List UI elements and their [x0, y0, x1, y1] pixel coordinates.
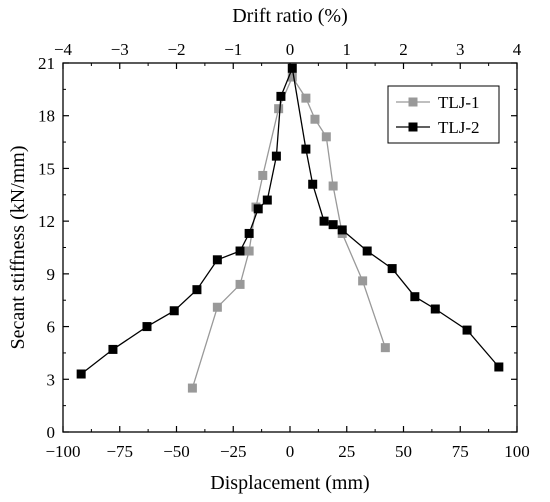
data-point-tlj-2-10 [271, 151, 281, 161]
x2-tick-label-4: 0 [286, 40, 295, 59]
data-point-tlj-1-2 [235, 279, 245, 289]
x2-axis-ticks: −4 −3 −2 −1 0 1 2 3 4 [54, 40, 522, 69]
y-tick-label-2: 6 [47, 318, 56, 337]
data-point-tlj-1-13 [358, 276, 368, 286]
x2-tick-label-3: −1 [224, 40, 242, 59]
data-point-tlj-2-8 [253, 204, 263, 214]
data-point-tlj-1-10 [321, 132, 331, 142]
data-point-tlj-2-12 [287, 63, 297, 73]
data-point-tlj-2-23 [494, 362, 504, 372]
data-point-tlj-2-0 [76, 369, 86, 379]
data-point-tlj-2-3 [169, 306, 179, 316]
legend: TLJ-1 TLJ-2 [387, 85, 500, 144]
x-tick-label-3: −25 [220, 442, 247, 461]
data-point-tlj-2-19 [387, 264, 397, 274]
x2-tick-label-8: 4 [513, 40, 522, 59]
y-tick-label-5: 15 [38, 159, 55, 178]
series-layer [76, 63, 504, 393]
data-point-tlj-2-2 [142, 322, 152, 332]
data-point-tlj-2-5 [212, 255, 222, 265]
x2-tick-label-0: −4 [54, 40, 73, 59]
data-point-tlj-2-6 [235, 246, 245, 256]
x-tick-label-7: 75 [452, 442, 469, 461]
data-point-tlj-1-14 [380, 343, 390, 353]
data-point-tlj-2-18 [362, 246, 372, 256]
legend-marker-tlj-1 [408, 97, 418, 107]
data-point-tlj-2-7 [244, 228, 254, 238]
data-point-tlj-1-7 [287, 72, 297, 82]
series-line-tlj-1 [191, 75, 386, 389]
y-tick-label-7: 21 [38, 54, 55, 73]
y-axis-ticks: 0 3 6 9 12 15 18 21 [38, 54, 517, 442]
data-point-tlj-1-9 [310, 114, 320, 124]
legend-label-tlj-2: TLJ-2 [438, 118, 480, 137]
x2-tick-label-5: 1 [343, 40, 352, 59]
x-axis-ticks: −100 −75 −50 −25 0 25 50 75 100 [45, 426, 530, 461]
data-point-tlj-2-14 [308, 179, 318, 189]
data-point-tlj-1-1 [212, 302, 222, 312]
x-tick-label-2: −50 [163, 442, 190, 461]
y-tick-label-4: 12 [38, 212, 55, 231]
data-point-tlj-2-16 [328, 220, 338, 230]
data-point-tlj-2-20 [410, 292, 420, 302]
x2-tick-label-7: 3 [456, 40, 465, 59]
y-tick-label-1: 3 [47, 370, 56, 389]
data-point-tlj-2-17 [337, 225, 347, 235]
x-tick-label-0: −100 [45, 442, 80, 461]
legend-box [387, 85, 500, 144]
series-tlj-2 [76, 63, 504, 379]
data-point-tlj-2-9 [262, 195, 272, 205]
data-point-tlj-2-1 [108, 344, 118, 354]
series-tlj-1 [187, 72, 390, 393]
x2-tick-label-1: −3 [111, 40, 129, 59]
y-tick-label-0: 0 [47, 423, 56, 442]
x-tick-label-8: 100 [504, 442, 530, 461]
x2-axis-title: Drift ratio (%) [232, 5, 348, 27]
y-axis-title: Secant stiffness (kN/mm) [7, 145, 29, 349]
y-tick-label-6: 18 [38, 107, 55, 126]
x-tick-label-6: 50 [395, 442, 412, 461]
data-point-tlj-1-0 [187, 383, 197, 393]
data-point-tlj-1-5 [258, 170, 268, 180]
data-point-tlj-2-11 [276, 91, 286, 101]
x-tick-label-5: 25 [338, 442, 355, 461]
legend-marker-tlj-2 [408, 122, 418, 132]
x-axis-title: Displacement (mm) [210, 472, 369, 494]
x-tick-label-1: −75 [106, 442, 133, 461]
data-point-tlj-2-4 [192, 285, 202, 295]
x2-tick-label-6: 2 [399, 40, 408, 59]
data-point-tlj-2-15 [319, 216, 329, 226]
data-point-tlj-2-22 [462, 325, 472, 335]
legend-label-tlj-1: TLJ-1 [438, 93, 480, 112]
plot-frame [62, 62, 518, 433]
x-tick-label-4: 0 [286, 442, 295, 461]
data-point-tlj-2-21 [430, 304, 440, 314]
data-point-tlj-1-6 [274, 104, 284, 114]
data-point-tlj-1-8 [301, 93, 311, 103]
data-point-tlj-1-11 [328, 181, 338, 191]
data-point-tlj-2-13 [301, 144, 311, 154]
data-point-tlj-1-3 [244, 246, 254, 256]
x2-tick-label-2: −2 [167, 40, 185, 59]
y-tick-label-3: 9 [47, 265, 56, 284]
